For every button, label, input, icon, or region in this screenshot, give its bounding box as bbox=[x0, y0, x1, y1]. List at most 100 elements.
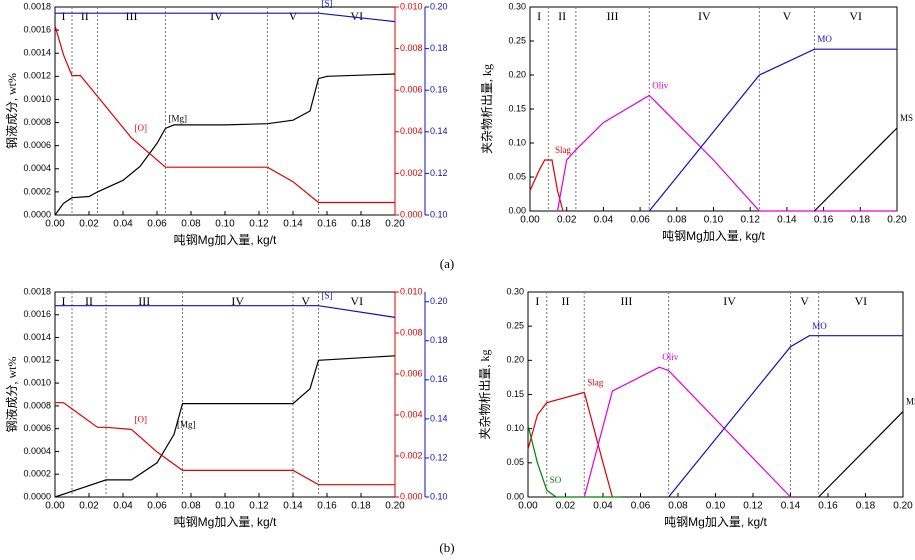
x-tick-label: 0.06 bbox=[630, 215, 650, 226]
y3-tick-label: 0.16 bbox=[430, 374, 448, 384]
y-tick-label: 0.0006 bbox=[23, 140, 51, 150]
y3-tick-label: 0.20 bbox=[430, 1, 448, 11]
y2-tick-label: 0.008 bbox=[400, 43, 423, 53]
y-tick-label: 0.05 bbox=[506, 457, 524, 467]
y2-tick-label: 0.004 bbox=[400, 126, 423, 136]
y-axis-label: 钢液成分, wt% bbox=[4, 356, 19, 432]
series-line bbox=[556, 94, 897, 212]
x-tick-label: 0.12 bbox=[743, 501, 763, 512]
y2-tick-label: 0.010 bbox=[400, 286, 423, 296]
y3-tick-label: 0.12 bbox=[430, 452, 448, 462]
x-axis-label: 吨钢Mg加入量, kg/t bbox=[174, 515, 277, 529]
x-tick-label: 0.02 bbox=[556, 501, 576, 512]
region-label: I bbox=[537, 9, 541, 23]
y-tick-label: 0.0008 bbox=[23, 400, 51, 410]
caption: (a) bbox=[440, 256, 454, 271]
y-tick-label: 0.0002 bbox=[23, 186, 51, 196]
series-line bbox=[813, 127, 898, 212]
x-axis-label: 吨钢Mg加入量, kg/t bbox=[664, 515, 767, 529]
y3-tick-label: 0.10 bbox=[430, 209, 448, 219]
caption: (b) bbox=[439, 540, 454, 555]
x-tick-label: 0.18 bbox=[351, 501, 371, 512]
x-tick-label: 0.02 bbox=[79, 219, 99, 230]
region-label: V bbox=[289, 9, 298, 23]
x-tick-label: 0.14 bbox=[283, 219, 303, 230]
y-axis-label: 钢液成分, wt% bbox=[4, 73, 19, 149]
x-tick-label: 0.04 bbox=[113, 219, 133, 230]
y-tick-label: 0.0012 bbox=[23, 71, 51, 81]
y-tick-label: 0.00 bbox=[506, 491, 524, 501]
x-tick-label: 0.06 bbox=[147, 501, 167, 512]
y-tick-label: 0.05 bbox=[508, 171, 526, 181]
region-label: V bbox=[301, 294, 310, 308]
series-label: MO bbox=[812, 321, 827, 331]
region-label: III bbox=[126, 9, 138, 23]
x-tick-label: 0.20 bbox=[887, 215, 907, 226]
y-tick-label: 0.0000 bbox=[23, 209, 51, 219]
x-tick-label: 0.02 bbox=[79, 501, 99, 512]
series-line bbox=[55, 402, 395, 486]
series-label: [S] bbox=[322, 0, 333, 8]
region-label: II bbox=[558, 9, 566, 23]
x-tick-label: 0.08 bbox=[181, 501, 201, 512]
x-tick-label: 0.10 bbox=[704, 215, 724, 226]
y3-tick-label: 0.10 bbox=[430, 491, 448, 501]
y-tick-label: 0.0014 bbox=[23, 332, 51, 342]
y-tick-label: 0.15 bbox=[508, 103, 526, 113]
x-tick-label: 0.04 bbox=[113, 501, 133, 512]
y-tick-label: 0.10 bbox=[508, 137, 526, 147]
x-tick-label: 0.14 bbox=[283, 501, 303, 512]
y-axis-label: 夹杂物析出量, kg bbox=[480, 64, 494, 154]
region-label: I bbox=[62, 9, 66, 23]
series-line bbox=[54, 73, 396, 216]
y-tick-label: 0.0004 bbox=[23, 446, 51, 456]
x-tick-label: 0.12 bbox=[740, 215, 760, 226]
y2-tick-label: 0.002 bbox=[400, 168, 423, 178]
region-label: I bbox=[62, 294, 66, 308]
series-label: MS bbox=[900, 113, 913, 123]
x-tick-label: 0.10 bbox=[215, 219, 235, 230]
y-tick-label: 0.10 bbox=[506, 423, 524, 433]
series-line bbox=[668, 335, 903, 498]
region-label: II bbox=[85, 294, 93, 308]
region-label: IV bbox=[210, 9, 223, 23]
y-tick-label: 0.0018 bbox=[23, 1, 51, 11]
y-tick-label: 0.0010 bbox=[23, 377, 51, 387]
region-label: III bbox=[607, 9, 619, 23]
x-axis-label: 吨钢Mg加入量, kg/t bbox=[662, 229, 765, 243]
y-tick-label: 0.20 bbox=[506, 355, 524, 365]
y-tick-label: 0.30 bbox=[508, 1, 526, 11]
series-label: MO bbox=[817, 34, 832, 44]
region-label: I bbox=[535, 294, 539, 308]
series-label: [S] bbox=[322, 291, 333, 301]
y2-tick-label: 0.002 bbox=[400, 450, 423, 460]
y-tick-label: 0.30 bbox=[506, 286, 524, 296]
x-tick-label: 0.14 bbox=[781, 501, 801, 512]
x-tick-label: 0.04 bbox=[593, 501, 613, 512]
y-tick-label: 0.0008 bbox=[23, 117, 51, 127]
x-tick-label: 0.04 bbox=[594, 215, 614, 226]
y2-tick-label: 0.000 bbox=[400, 491, 423, 501]
series-line bbox=[527, 391, 613, 498]
y-axis-label: 夹杂物析出量, kg bbox=[478, 349, 492, 439]
series-line bbox=[527, 425, 622, 498]
region-label: VI bbox=[854, 294, 867, 308]
y-tick-label: 0.0016 bbox=[23, 309, 51, 319]
series-line bbox=[818, 411, 904, 498]
y-tick-label: 0.0002 bbox=[23, 469, 51, 479]
series-line bbox=[54, 25, 395, 204]
series-label: MS bbox=[906, 397, 915, 407]
x-tick-label: 0.20 bbox=[893, 501, 913, 512]
x-tick-label: 0.00 bbox=[45, 219, 65, 230]
y3-tick-label: 0.20 bbox=[430, 296, 448, 306]
x-tick-label: 0.16 bbox=[818, 501, 838, 512]
series-label: Oliv bbox=[652, 80, 669, 90]
region-label: IV bbox=[723, 294, 736, 308]
x-axis-label: 吨钢Mg加入量, kg/t bbox=[174, 233, 277, 247]
plot-frame bbox=[529, 6, 898, 212]
x-tick-label: 0.12 bbox=[249, 501, 269, 512]
series-line bbox=[648, 48, 897, 212]
y-tick-label: 0.0004 bbox=[23, 163, 51, 173]
y-tick-label: 0.0006 bbox=[23, 423, 51, 433]
